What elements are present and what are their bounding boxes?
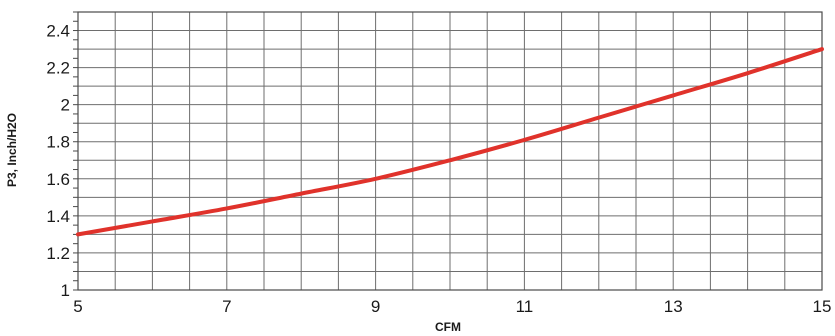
y-tick-label: 1.2 bbox=[46, 244, 70, 263]
series-layer bbox=[76, 47, 824, 237]
x-tick-label: 13 bbox=[664, 297, 683, 316]
y-tick-label: 2.2 bbox=[46, 59, 70, 78]
y-tick-label: 1.4 bbox=[46, 207, 70, 226]
x-axis-label: CFM bbox=[435, 320, 461, 334]
y-tick-label: 1 bbox=[61, 281, 70, 300]
y-axis-label: P3, Inch/H2O bbox=[5, 113, 19, 187]
x-tick-label: 5 bbox=[73, 297, 82, 316]
x-tick-label: 11 bbox=[516, 297, 534, 316]
x-tick-label: 7 bbox=[222, 297, 231, 316]
x-tick-label: 15 bbox=[813, 297, 832, 316]
y-tick-label: 1.6 bbox=[46, 170, 70, 189]
y-tick-label: 2.4 bbox=[46, 22, 70, 41]
x-tick-labels: 5 7 9 11 13 15 bbox=[73, 297, 831, 316]
y-tick-labels: 1 1.2 1.4 1.6 1.8 2 2.2 2.4 bbox=[46, 22, 70, 300]
plot-border bbox=[77, 11, 823, 291]
chart-grid bbox=[77, 11, 823, 291]
y-tick-label: 1.8 bbox=[46, 133, 70, 152]
y-tick-label: 2 bbox=[61, 96, 70, 115]
plot-frame bbox=[73, 11, 823, 291]
series-line bbox=[76, 47, 824, 237]
x-tick-label: 9 bbox=[371, 297, 380, 316]
